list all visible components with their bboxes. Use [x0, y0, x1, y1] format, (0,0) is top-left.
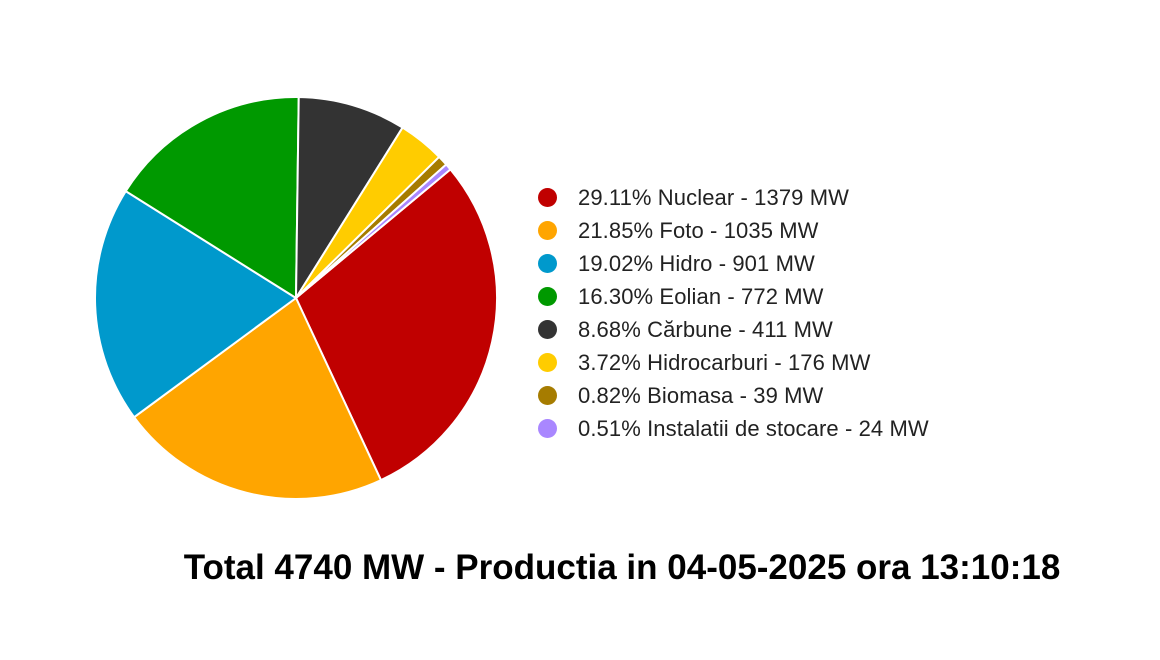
- legend-label: 0.82% Biomasa - 39 MW: [578, 382, 824, 408]
- pie-slice-2: [133, 297, 382, 500]
- pie-slice-3: [94, 190, 297, 419]
- legend-item: 0.51% Instalatii de stocare - 24 MW: [538, 412, 929, 445]
- legend-item: 29.11% Nuclear - 1379 MW: [538, 181, 929, 214]
- legend-label: 8.68% Cărbune - 411 MW: [578, 316, 833, 342]
- chart-footer-title: Total 4740 MW - Productia in 04-05-2025 …: [183, 548, 1061, 587]
- legend-item: 19.02% Hidro - 901 MW: [538, 247, 929, 280]
- legend-marker: [538, 287, 557, 306]
- chart-legend: 29.11% Nuclear - 1379 MW 21.85% Foto - 10…: [538, 181, 929, 445]
- pie-slice-4: [124, 96, 300, 299]
- legend-marker: [538, 320, 557, 339]
- legend-label: 21.85% Foto - 1035 MW: [578, 217, 819, 243]
- legend-marker: [538, 254, 557, 273]
- legend-marker: [538, 353, 557, 372]
- pie-slice-1: [295, 168, 498, 482]
- pie-slice-5: [295, 96, 404, 299]
- pie-chart: [94, 96, 498, 500]
- legend-label: 19.02% Hidro - 901 MW: [578, 250, 815, 276]
- legend-label: 3.72% Hidrocarburi - 176 MW: [578, 349, 871, 375]
- legend-item: 3.72% Hidrocarburi - 176 MW: [538, 346, 929, 379]
- legend-label: 16.30% Eolian - 772 MW: [578, 283, 824, 309]
- legend-item: 0.82% Biomasa - 39 MW: [538, 379, 929, 412]
- legend-label: 29.11% Nuclear - 1379 MW: [578, 184, 849, 210]
- legend-item: 16.30% Eolian - 772 MW: [538, 280, 929, 313]
- legend-label: 0.51% Instalatii de stocare - 24 MW: [578, 415, 929, 441]
- pie-slice-8: [295, 163, 452, 299]
- legend-marker: [538, 419, 557, 438]
- legend-marker: [538, 188, 557, 207]
- legend-item: 21.85% Foto - 1035 MW: [538, 214, 929, 247]
- legend-item: 8.68% Cărbune - 411 MW: [538, 313, 929, 346]
- legend-marker: [538, 386, 557, 405]
- legend-marker: [538, 221, 557, 240]
